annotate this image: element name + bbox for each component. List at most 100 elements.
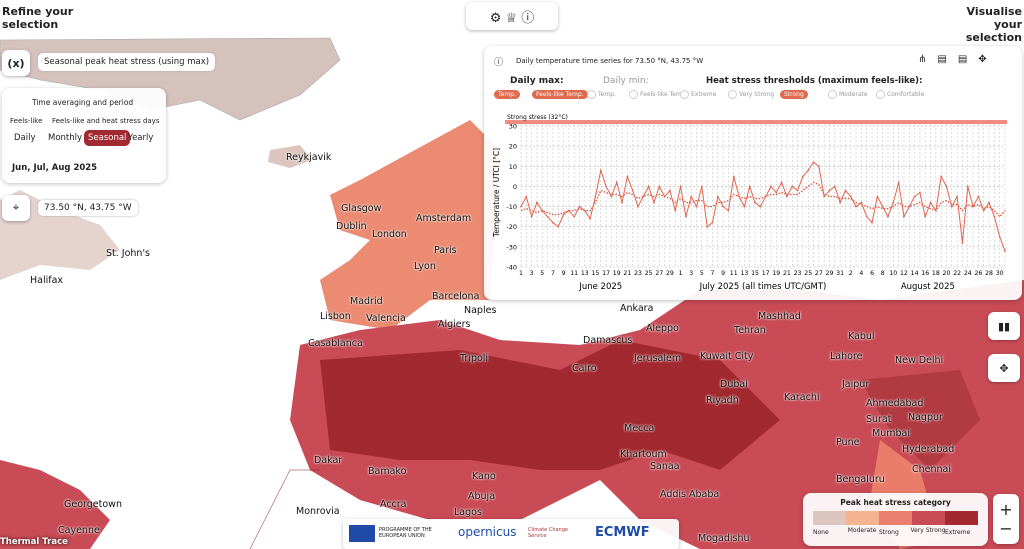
y-tick-label: -30 bbox=[506, 243, 517, 251]
month-label: July 2025 (all times UTC/GMT) bbox=[699, 282, 827, 292]
point bbox=[621, 201, 623, 204]
month-label: August 2025 bbox=[901, 282, 955, 292]
point bbox=[817, 165, 820, 168]
legend-title: Peak heat stress category bbox=[840, 498, 951, 507]
threshold-label: Strong stress (32°C) bbox=[507, 114, 568, 121]
point bbox=[626, 175, 629, 178]
point bbox=[844, 189, 847, 192]
x-tick-label: 23 bbox=[794, 270, 802, 277]
point bbox=[988, 201, 990, 204]
option[interactable]: Yearly bbox=[128, 133, 154, 143]
location-button[interactable]: ⌖ bbox=[2, 195, 30, 221]
toggle[interactable]: Temp. bbox=[494, 90, 520, 99]
variable-name[interactable]: Seasonal peak heat stress (using max) bbox=[38, 53, 216, 71]
x-tick-label: 31 bbox=[836, 270, 844, 277]
x-tick-label: 7 bbox=[711, 270, 715, 277]
point bbox=[732, 175, 735, 178]
threshold-toggle[interactable]: Moderate bbox=[828, 90, 868, 99]
city-label: Madrid bbox=[350, 296, 383, 307]
point bbox=[716, 195, 719, 198]
city-label: Casablanca bbox=[308, 338, 363, 349]
x-tick-label: 25 bbox=[645, 270, 653, 277]
point bbox=[892, 201, 895, 204]
toggle[interactable]: Feels-like Temp. bbox=[532, 90, 588, 99]
city-label: Chennai bbox=[912, 464, 952, 475]
point bbox=[738, 195, 740, 198]
month-label: June 2025 bbox=[578, 282, 622, 292]
city-label: Lisbon bbox=[320, 311, 351, 322]
threshold-toggle[interactable]: Strong bbox=[780, 90, 808, 99]
x-tick-label: 19 bbox=[772, 270, 780, 277]
variable-button[interactable]: (x) bbox=[2, 50, 30, 76]
point bbox=[860, 201, 863, 204]
city-label: Addis Ababa bbox=[660, 489, 720, 500]
x-tick-label: 21 bbox=[783, 270, 791, 277]
period[interactable]: Jun, Jul, Aug 2025 bbox=[12, 163, 98, 173]
x-tick-label: 14 bbox=[911, 270, 919, 277]
x-tick-label: 19 bbox=[613, 270, 621, 277]
threshold-toggle[interactable]: Extreme bbox=[680, 90, 716, 99]
point bbox=[908, 205, 911, 208]
point bbox=[642, 195, 645, 198]
option[interactable]: Seasonal bbox=[84, 130, 131, 146]
point bbox=[669, 189, 671, 192]
point bbox=[578, 205, 581, 208]
point bbox=[950, 205, 953, 208]
x-tick-label: 1 bbox=[679, 270, 683, 277]
threshold-label: Moderate bbox=[839, 91, 868, 98]
right-heading: Visualise your selection bbox=[965, 5, 1022, 44]
y-tick-label: 0 bbox=[513, 183, 517, 191]
panel-actions[interactable]: ⋔▤▤✥ bbox=[918, 54, 998, 65]
point bbox=[567, 209, 570, 212]
top-toolbar[interactable]: ⚙ ♕ ⓘ bbox=[466, 2, 558, 30]
x-tick-label: 6 bbox=[870, 270, 874, 277]
temp-line bbox=[520, 181, 1006, 218]
point bbox=[865, 215, 868, 218]
layers-button[interactable]: ✥ bbox=[988, 354, 1020, 382]
city-label: St. John's bbox=[106, 248, 151, 259]
eu-flag bbox=[349, 525, 375, 542]
point bbox=[770, 185, 772, 188]
city-label: Aleppo bbox=[646, 323, 679, 334]
point bbox=[754, 201, 756, 204]
point bbox=[690, 195, 693, 198]
x-tick-label: 17 bbox=[602, 270, 610, 277]
x-tick-label: 15 bbox=[592, 270, 600, 277]
point bbox=[552, 221, 554, 224]
point bbox=[998, 235, 1001, 238]
point bbox=[833, 185, 836, 188]
option[interactable]: Daily bbox=[14, 133, 36, 143]
threshold-toggle[interactable]: Very Strong bbox=[728, 90, 774, 99]
feels-like-label: Feels-like bbox=[10, 117, 43, 125]
point bbox=[823, 195, 826, 198]
heat-days-label: Feels-like and heat stress days bbox=[52, 117, 160, 125]
legend-label: Very Strong bbox=[910, 527, 946, 534]
x-tick-label: 5 bbox=[700, 270, 704, 277]
city-label: Dakar bbox=[314, 455, 343, 466]
point bbox=[536, 201, 538, 204]
city-label: Sanaa bbox=[650, 461, 680, 472]
x-tick-label: 11 bbox=[570, 270, 578, 277]
city-label: Paris bbox=[434, 245, 457, 256]
point bbox=[599, 169, 602, 172]
city-label: Halifax bbox=[30, 275, 64, 286]
threshold-toggle[interactable]: Comfortable bbox=[876, 90, 924, 99]
chart: -40 -30 -20 -10 0 10 20 30 Strong stress (32°C) T… bbox=[492, 114, 1007, 292]
point bbox=[637, 205, 639, 208]
toggle[interactable]: Feels-like Temp. bbox=[629, 90, 688, 99]
city-label: Pune bbox=[836, 437, 860, 448]
legend-label: Strong bbox=[879, 529, 899, 536]
point bbox=[940, 175, 943, 178]
point bbox=[748, 185, 751, 188]
point bbox=[562, 213, 565, 216]
chart-button[interactable]: ▮▮ bbox=[988, 312, 1020, 340]
point bbox=[934, 209, 937, 212]
x-tick-label: 13 bbox=[581, 270, 589, 277]
option[interactable]: Monthly bbox=[48, 133, 83, 143]
feels-like-line bbox=[520, 161, 1006, 252]
point bbox=[919, 191, 921, 194]
x-tick-label: 16 bbox=[921, 270, 929, 277]
daily-max: Daily max: bbox=[510, 76, 564, 86]
zoom[interactable]: + − bbox=[993, 494, 1019, 544]
toggle[interactable]: Temp. bbox=[587, 90, 616, 99]
